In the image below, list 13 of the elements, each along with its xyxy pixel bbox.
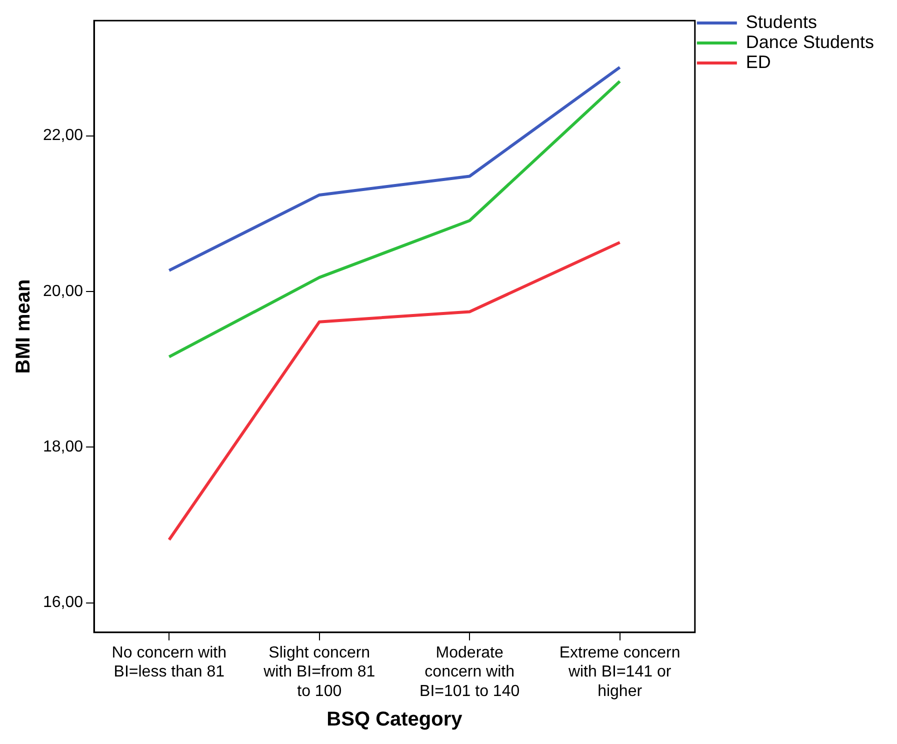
y-tick-label: 18,00 [42,438,84,456]
x-tick-label: No concern with BI=less than 81 [112,644,227,681]
y-tick-label: 16,00 [42,594,84,612]
x-axis-title: BSQ Category [326,708,464,731]
y-tick-label: 20,00 [42,282,84,300]
y-tick-label: 22,00 [42,127,84,144]
x-tick-label: Slight concern with BI=from 81 to 100 [262,644,376,700]
x-tick-label: Moderate concern with BI=101 to 140 [420,644,520,700]
legend-label: Students [746,12,817,32]
legend-label: Dance Students [746,32,874,52]
y-axis-title: BMI mean [12,279,35,374]
legend-label: ED [746,52,771,72]
x-tick-label: Extreme concern with BI=141 or higher [559,644,680,700]
